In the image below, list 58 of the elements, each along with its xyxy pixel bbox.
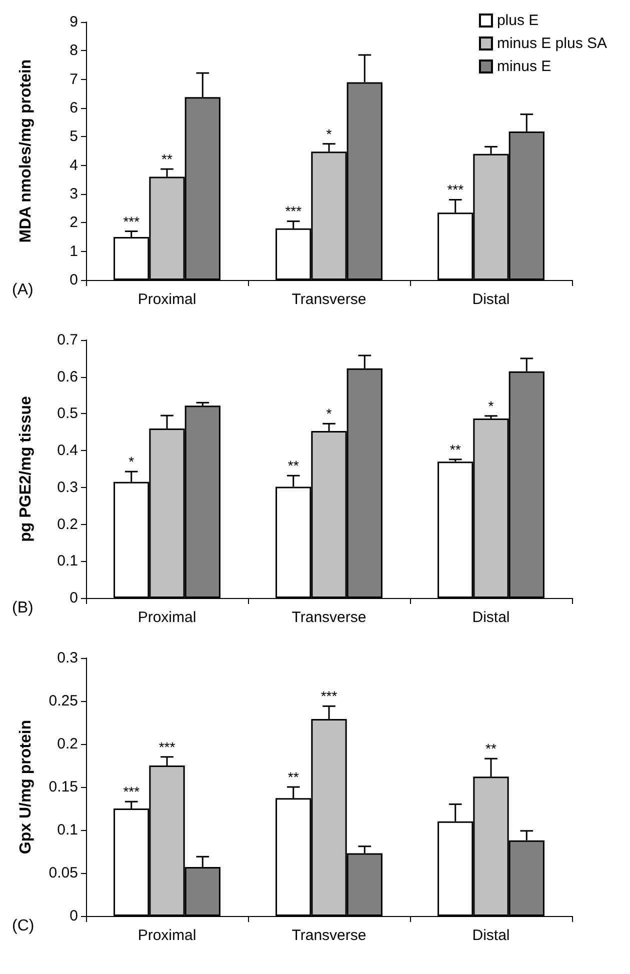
x-tick-label: Distal [472, 927, 510, 944]
y-axis-title: Gpx U/mg protein [18, 720, 34, 854]
data-label: * [326, 126, 332, 142]
y-tick-label: 4 [70, 156, 78, 174]
text: (B) [12, 600, 34, 616]
data-label: * [326, 406, 332, 422]
data-label: ** [288, 458, 300, 474]
y-tick-label: 0.05 [48, 864, 78, 882]
y-tick-label: 0.3 [57, 478, 78, 496]
data-label: *** [123, 784, 140, 800]
y-tick-label: 0.3 [57, 650, 78, 666]
y-axis-title: MDA nmoles/mg protein [18, 59, 34, 243]
y-tick-label: 8 [70, 42, 78, 60]
y-tick-label: 9 [70, 14, 78, 30]
x-tick-label: Proximal [138, 291, 196, 308]
x-tick-label: Transverse [292, 609, 366, 626]
y-tick-label: 0.1 [57, 822, 78, 838]
x-tick-label: Distal [472, 609, 510, 626]
data-label: * [128, 454, 135, 470]
x-tick-label: Proximal [138, 609, 196, 626]
data-label: *** [320, 688, 338, 704]
data-label: ** [288, 769, 300, 785]
data-label: ** [486, 740, 497, 757]
legend-label: minus E plus SA [496, 35, 607, 52]
y-axis-title: pg PGE2/mg tissue [18, 396, 34, 542]
y-tick-label: 0 [70, 272, 78, 288]
y-tick-label: 7 [70, 70, 78, 88]
text: (A) [12, 282, 34, 298]
y-tick-label: 0.7 [57, 332, 78, 348]
data-label: *** [285, 203, 302, 220]
data-label: *** [123, 213, 140, 230]
data-label: ** [450, 441, 462, 458]
x-tick-label: Proximal [138, 927, 196, 944]
legend-label: minus E [496, 58, 552, 75]
x-tick-label: Transverse [292, 291, 366, 308]
y-tick-label: 0.25 [48, 692, 78, 710]
y-tick-label: 0.1 [57, 552, 78, 570]
y-tick-label: 0.2 [57, 516, 78, 533]
legend-label: plus E [496, 12, 539, 29]
y-tick-label: 0.4 [57, 442, 78, 460]
y-tick-label: 6 [70, 100, 78, 116]
y-tick-label: 0.5 [57, 405, 78, 422]
y-tick-label: 0.15 [48, 778, 78, 796]
x-tick-label: Distal [472, 291, 510, 308]
y-tick-label: 0 [70, 590, 78, 606]
data-label: *** [158, 738, 176, 755]
y-tick-label: 0.6 [57, 368, 78, 386]
y-tick-label: 0 [70, 908, 78, 924]
y-tick-label: 5 [70, 128, 78, 146]
text: (C) [12, 918, 34, 934]
y-tick-label: 1 [70, 242, 78, 260]
y-tick-label: 3 [70, 186, 78, 202]
y-tick-label: 0.2 [57, 736, 78, 752]
data-label: *** [447, 182, 464, 198]
data-label: * [488, 398, 494, 414]
y-tick-label: 2 [70, 214, 78, 232]
data-label: ** [162, 151, 173, 168]
x-tick-label: Transverse [292, 927, 366, 944]
